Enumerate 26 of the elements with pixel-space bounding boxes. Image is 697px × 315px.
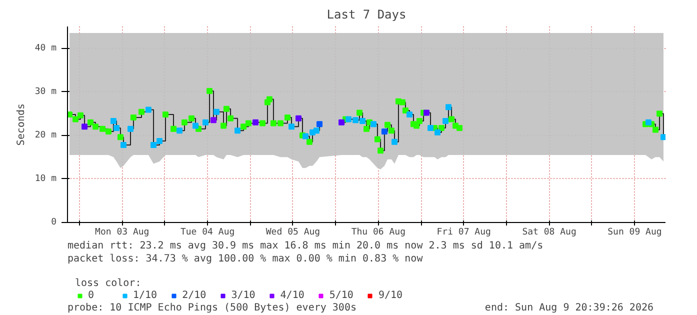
legend-label: 0	[88, 290, 96, 301]
y-tick-label: 40 m	[34, 43, 57, 54]
y-tick-label: 20 m	[34, 130, 57, 140]
y-axis-title: Seconds	[16, 103, 27, 146]
legend-label: 5/10	[329, 290, 354, 301]
legend-label: 4/10	[280, 290, 304, 301]
text: end: Sun Aug 9 20:39:26 2026	[484, 302, 654, 314]
x-tick-label: Thu 06 Aug	[351, 228, 406, 238]
legend-label: 2/10	[182, 290, 206, 301]
text: packet loss: 34.73 % avg 100.00 % max 0.00 % min 0.83 % now	[68, 254, 424, 264]
y-tick-label: 10 m	[34, 174, 57, 184]
text: median rtt: 23.2 ms avg 30.9 ms max 16.8 ms min 20.0 ms now 2.3 ms sd 10.1 am/s	[68, 240, 544, 252]
x-tick-label: Sun 09 Aug	[608, 228, 662, 238]
legend-label: 1/10	[133, 290, 158, 301]
y-tick-label: 0	[51, 218, 57, 228]
x-tick-label: Wed 05 Aug	[266, 228, 320, 238]
chart-title: Last 7 Days	[326, 8, 406, 22]
x-tick-label: Mon 03 Aug	[95, 228, 150, 238]
x-tick-label: Sat 08 Aug	[522, 228, 576, 238]
x-tick-label: Tue 04 Aug	[180, 228, 235, 238]
legend-label: 3/10	[231, 290, 256, 301]
y-tick-label: 30 m	[34, 86, 57, 97]
legend-label: 9/10	[378, 290, 403, 301]
x-tick-label: Fri 07 Aug	[436, 228, 491, 238]
legend-title: loss color:	[75, 278, 142, 289]
text: probe: 10 ICMP Echo Pings (500 Bytes) every 300s	[68, 302, 356, 314]
